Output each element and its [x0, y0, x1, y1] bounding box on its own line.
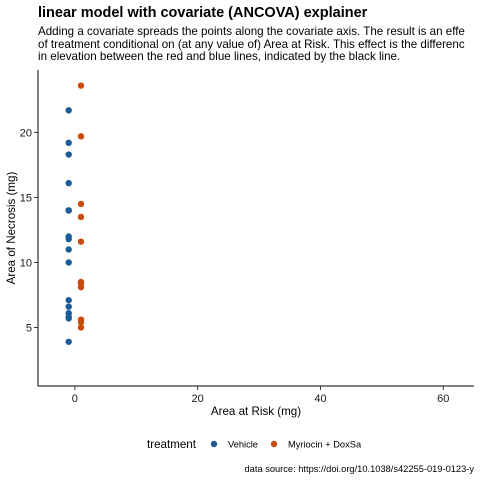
data-point-vehicle — [65, 179, 72, 187]
legend-label-vehicle: Vehicle — [228, 440, 258, 450]
y-tick-label: 10 — [20, 257, 32, 269]
y-axis-label: Area of Necrosis (mg) — [5, 171, 18, 284]
data-point-vehicle — [65, 315, 72, 322]
legend-title: treatment — [147, 438, 197, 451]
legend: treatment Vehicle Myriocin + DoxSa — [147, 438, 362, 451]
chart-subtitle-line-2: of treatment conditional on (at any valu… — [38, 38, 465, 51]
data-point-myriocin-doxsa — [77, 280, 85, 287]
x-tick-label: 0 — [72, 393, 78, 405]
legend-key-vehicle — [210, 440, 218, 448]
data-point-myriocin-doxsa — [77, 82, 85, 89]
legend-key-myriocin-doxsa — [270, 440, 278, 448]
data-point-vehicle — [65, 338, 72, 345]
data-point-myriocin-doxsa — [77, 238, 85, 245]
chart-title: linear model with covariate (ANCOVA) exp… — [38, 5, 368, 21]
data-point-vehicle — [65, 107, 72, 114]
plot-area: 0 20 40 60 5 10 15 20 — [20, 70, 474, 405]
data-point-myriocin-doxsa — [77, 324, 85, 331]
data-point-vehicle — [65, 207, 72, 214]
y-tick-label: 15 — [20, 192, 32, 204]
data-point-myriocin-doxsa — [77, 213, 85, 221]
data-point-vehicle — [65, 233, 72, 240]
x-axis-label: Area at Risk (mg) — [211, 405, 301, 418]
data-point-vehicle — [65, 259, 72, 266]
data-point-myriocin-doxsa — [77, 200, 85, 208]
data-point-vehicle — [65, 303, 72, 310]
data-point-vehicle — [65, 139, 72, 147]
y-tick-label: 20 — [20, 127, 32, 139]
y-tick-label: 5 — [26, 322, 32, 334]
data-point-myriocin-doxsa — [77, 319, 85, 326]
x-tick-label: 40 — [314, 393, 326, 405]
x-tick-label: 20 — [192, 393, 204, 405]
data-point-myriocin-doxsa — [77, 133, 85, 140]
data-point-vehicle — [65, 296, 72, 304]
legend-label-myriocin-doxsa: Myriocin + DoxSa — [288, 440, 362, 450]
chart-subtitle-line-3: in elevation between the red and blue li… — [38, 50, 400, 63]
data-point-vehicle — [65, 246, 72, 253]
data-point-vehicle — [65, 151, 72, 158]
x-tick-label: 60 — [437, 393, 449, 405]
caption: data source: https://doi.org/10.1038/s42… — [245, 464, 475, 474]
chart-subtitle-line-1: Adding a covariate spreads the points al… — [38, 25, 465, 38]
